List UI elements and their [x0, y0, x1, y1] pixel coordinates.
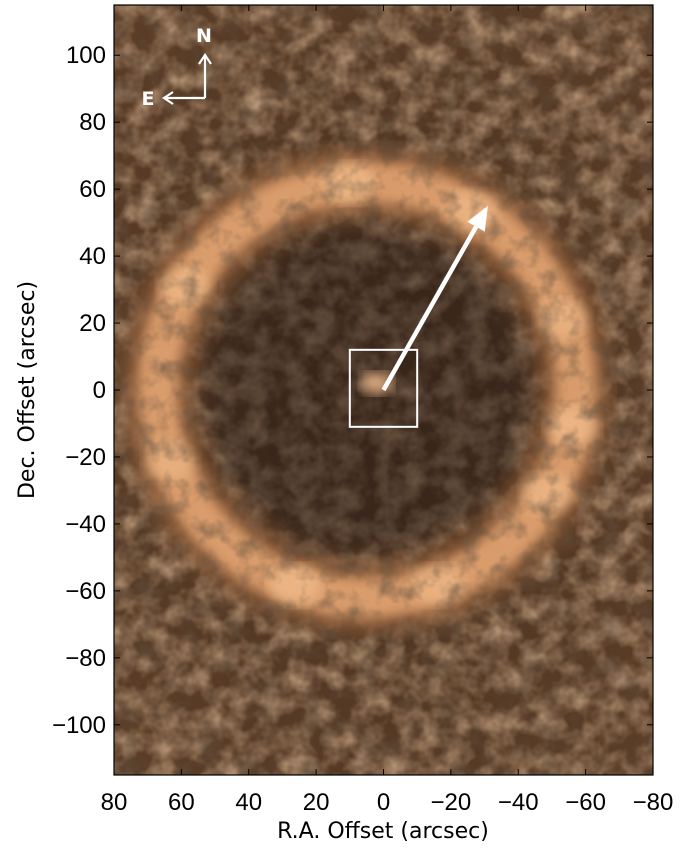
x-tick-label: 80 — [101, 789, 128, 816]
arrow-head — [467, 205, 488, 232]
y-tick-label: 20 — [79, 310, 106, 337]
compass-north-label: N — [196, 25, 212, 47]
y-tick-label: 60 — [79, 176, 106, 203]
x-tick-label: −40 — [498, 789, 539, 816]
x-axis-title: R.A. Offset (arcsec) — [277, 819, 489, 844]
x-tick-label: −80 — [633, 789, 674, 816]
x-tick-label: −20 — [431, 789, 472, 816]
x-tick-label: 40 — [235, 789, 262, 816]
y-tick-label: 40 — [79, 243, 106, 270]
direction-arrow — [381, 205, 488, 392]
compass: N E — [142, 25, 212, 110]
y-tick-label: 80 — [79, 109, 106, 136]
arrow-shaft — [381, 225, 479, 392]
center-box — [348, 348, 419, 428]
axis-ticks — [113, 5, 654, 775]
x-tick-label: −60 — [565, 789, 606, 816]
x-tick-label: 60 — [168, 789, 195, 816]
y-tick-label: 0 — [93, 377, 106, 404]
y-tick-label: −60 — [65, 578, 106, 605]
y-tick-label: −100 — [52, 712, 106, 739]
y-tick-label: −40 — [65, 511, 106, 538]
y-tick-label: 100 — [66, 42, 106, 69]
y-tick-label: −80 — [65, 645, 106, 672]
compass-north-arrow — [198, 53, 212, 98]
compass-east-label: E — [142, 88, 155, 110]
y-axis-title: Dec. Offset (arcsec) — [15, 281, 40, 499]
y-tick-label: −20 — [65, 444, 106, 471]
x-tick-label: 0 — [377, 789, 390, 816]
x-tick-label: 20 — [303, 789, 330, 816]
compass-east-arrow — [162, 91, 205, 105]
axis-tick-labels: 80 60 40 20 0 −20 −40 −60 −80100806040200−20−40−… — [52, 42, 673, 816]
